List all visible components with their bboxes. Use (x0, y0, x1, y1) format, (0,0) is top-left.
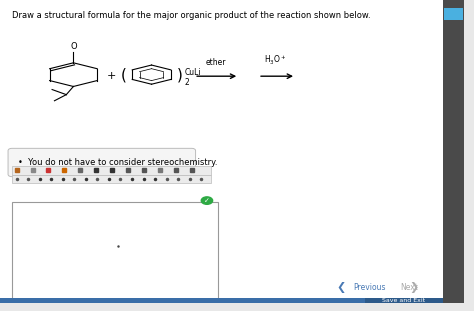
Text: ): ) (176, 67, 182, 82)
Text: +: + (107, 71, 116, 81)
Bar (12, 202, 218, 300)
FancyBboxPatch shape (8, 148, 196, 177)
Text: Next: Next (400, 283, 418, 292)
Text: Draw a structural formula for the major organic product of the reaction shown be: Draw a structural formula for the major … (12, 11, 371, 20)
Bar (0, 298, 443, 303)
Bar (443, 0, 464, 303)
Text: ✓: ✓ (204, 198, 210, 204)
Bar (12, 166, 211, 175)
Text: Save and Exit: Save and Exit (383, 298, 426, 303)
Text: ❯: ❯ (410, 282, 419, 293)
Bar (12, 175, 211, 183)
Text: •  You do not have to consider stereochemistry.: • You do not have to consider stereochem… (18, 158, 217, 167)
Text: Previous: Previous (353, 283, 385, 292)
Text: ether: ether (205, 58, 226, 67)
Bar (365, 298, 443, 303)
Circle shape (201, 197, 213, 204)
Text: (: ( (121, 67, 127, 82)
Text: H$_3$O$^+$: H$_3$O$^+$ (264, 54, 287, 67)
Text: O: O (70, 42, 77, 51)
Text: ❮: ❮ (336, 282, 346, 293)
Bar (444, 8, 463, 20)
Text: 2: 2 (184, 78, 189, 87)
Text: CuLi: CuLi (184, 68, 201, 77)
